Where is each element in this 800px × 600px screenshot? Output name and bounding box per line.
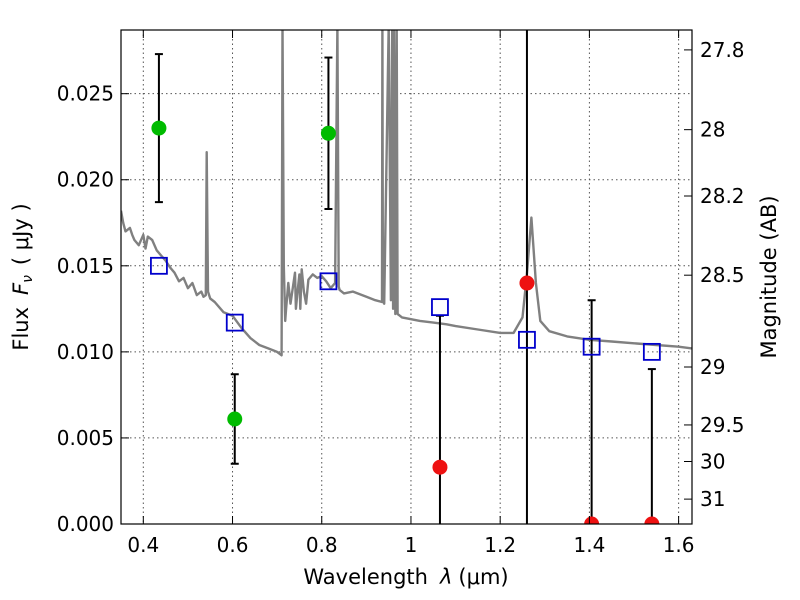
model-photometry-square: [518, 330, 536, 349]
x-tick-label: 1.4: [573, 533, 605, 557]
model-photometry-square: [225, 313, 244, 332]
y-tick-label: 0.020: [57, 168, 114, 192]
upper_limit-point: [432, 459, 448, 475]
observed-points-layer: [151, 120, 660, 524]
mag-tick-label: 28.5: [700, 263, 745, 287]
ticks: 0.4 0.6 0.8 1 1.2 1.4 1.6 0.000 0.005 0.010 0.015 0…: [57, 30, 745, 557]
detection-point: [320, 125, 336, 141]
y-tick-label: 0.010: [57, 340, 114, 364]
x-tick-label: 1: [405, 533, 418, 557]
model-photometry-square: [582, 337, 601, 356]
model-photometry-square: [150, 256, 168, 275]
error-bars: [154, 30, 656, 524]
x-tick-label: 0.8: [306, 533, 338, 557]
mag-tick-label: 31: [700, 487, 725, 511]
y2-axis-label: Magnitude (AB): [757, 195, 781, 358]
upper_limit-point: [519, 275, 535, 291]
y-tick-label: 0.015: [57, 254, 114, 278]
mag-tick-label: 30: [700, 450, 725, 474]
x-axis-label: Wavelength λ (μm): [303, 565, 508, 589]
detection-point: [151, 120, 167, 136]
model-sed-line: [121, 30, 692, 357]
model-photometry-square: [642, 342, 661, 361]
model-photometry-layer: [150, 256, 661, 361]
x-tick-label: 0.6: [217, 533, 249, 557]
model-layer: [121, 30, 692, 357]
y-tick-label: 0.000: [57, 512, 114, 536]
mag-tick-label: 29: [700, 355, 725, 379]
x-tick-label: 1.2: [484, 533, 516, 557]
y-axis-label: FluxFν( μJy ): [9, 203, 36, 350]
mag-tick-label: 29.5: [700, 413, 745, 437]
y-tick-label: 0.025: [57, 82, 114, 106]
plot-frame: [120, 29, 693, 525]
model-photometry-square: [319, 272, 338, 291]
x-tick-label: 1.6: [663, 533, 695, 557]
detection-point: [227, 411, 243, 427]
x-tick-label: 0.4: [127, 533, 159, 557]
mag-tick-label: 28.2: [700, 184, 745, 208]
y-tick-label: 0.005: [57, 426, 114, 450]
upper_limit-point: [584, 516, 600, 524]
upper_limit-point: [644, 516, 660, 524]
mag-tick-label: 27.8: [700, 38, 745, 62]
mag-tick-label: 28: [700, 118, 725, 142]
model-photometry-square: [431, 298, 449, 317]
